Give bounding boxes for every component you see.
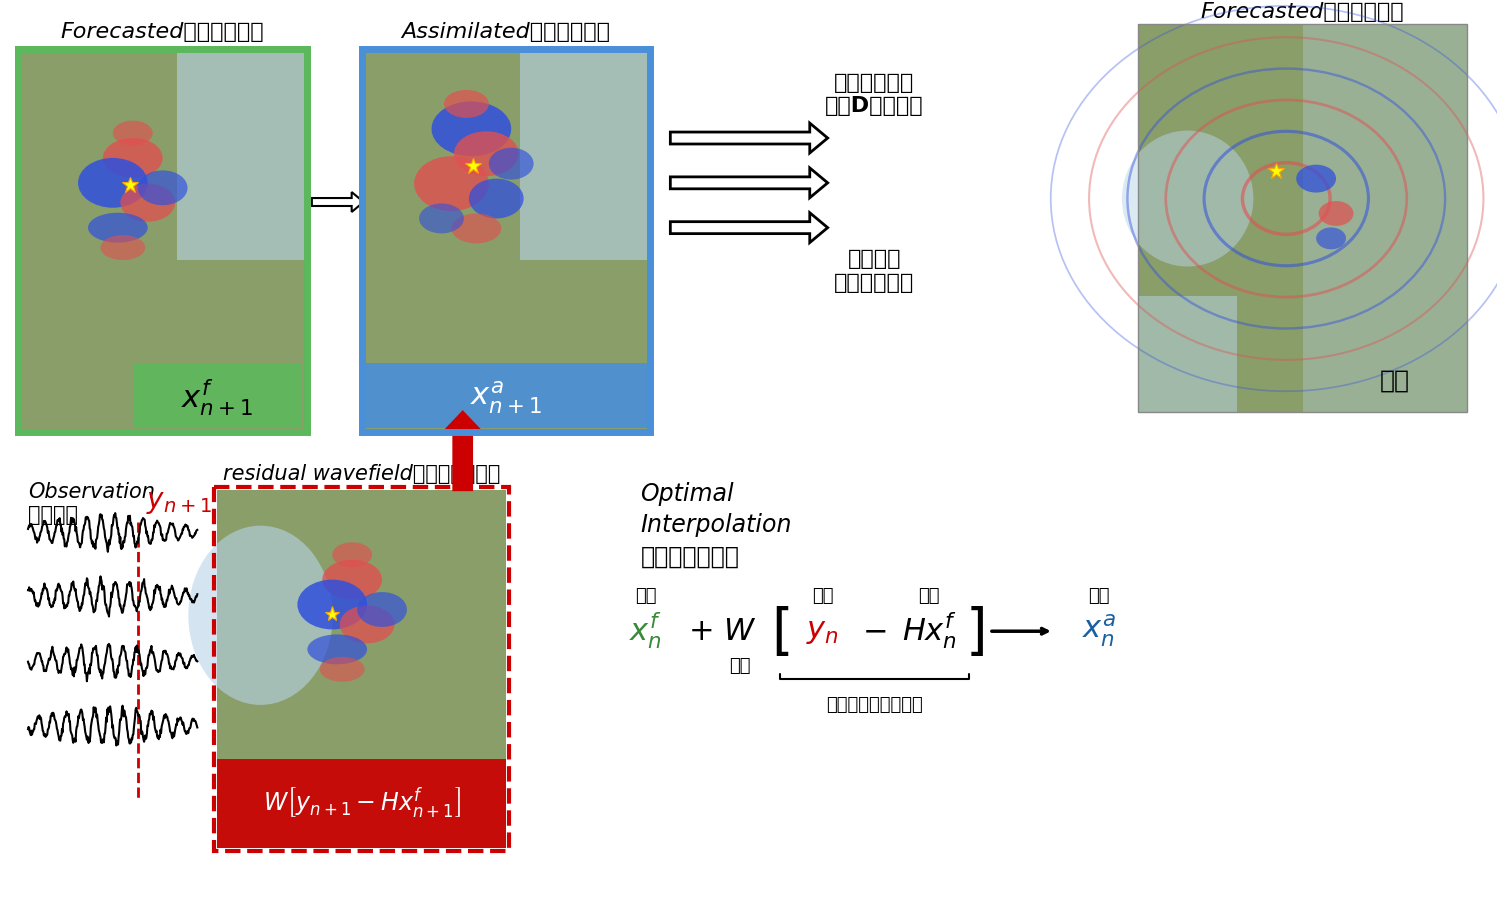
Text: $x^f_{n+1}$: $x^f_{n+1}$ bbox=[182, 377, 254, 418]
Text: Assimilated（同化結果）: Assimilated（同化結果） bbox=[402, 22, 610, 41]
Ellipse shape bbox=[1122, 131, 1254, 266]
FancyArrow shape bbox=[444, 412, 482, 490]
Text: $x^f_n$: $x^f_n$ bbox=[628, 611, 662, 652]
Text: $W\left[y_{n+1} - Hx^f_{n+1}\right]$: $W\left[y_{n+1} - Hx^f_{n+1}\right]$ bbox=[262, 786, 460, 822]
Ellipse shape bbox=[432, 101, 512, 156]
Text: $y_{n+1}$: $y_{n+1}$ bbox=[146, 488, 211, 515]
Text: $]$: $]$ bbox=[964, 606, 984, 660]
Ellipse shape bbox=[1318, 201, 1353, 226]
FancyArrow shape bbox=[670, 213, 828, 242]
Bar bbox=[1138, 24, 1467, 412]
Ellipse shape bbox=[454, 131, 519, 176]
Text: Observation
（観測）: Observation （観測） bbox=[28, 482, 154, 525]
FancyArrow shape bbox=[670, 168, 828, 198]
Text: 残差（観測一予測）: 残差（観測一予測） bbox=[827, 696, 922, 714]
Bar bbox=[18, 49, 307, 432]
Ellipse shape bbox=[120, 183, 176, 221]
Bar bbox=[214, 487, 508, 851]
Bar bbox=[520, 49, 651, 259]
Bar bbox=[1302, 24, 1467, 412]
Bar bbox=[362, 49, 651, 432]
Text: 同化: 同化 bbox=[1088, 587, 1110, 606]
Text: 未来: 未来 bbox=[1380, 369, 1410, 393]
Ellipse shape bbox=[138, 171, 188, 206]
Text: 予測: 予測 bbox=[918, 587, 940, 606]
Ellipse shape bbox=[1316, 228, 1346, 249]
Text: $[$: $[$ bbox=[771, 606, 789, 660]
Text: $-$: $-$ bbox=[862, 617, 886, 645]
Bar bbox=[217, 490, 506, 848]
Ellipse shape bbox=[1296, 165, 1336, 193]
Bar bbox=[18, 49, 307, 432]
Text: $x^a_n$: $x^a_n$ bbox=[1082, 613, 1116, 649]
Bar bbox=[1138, 296, 1238, 412]
Ellipse shape bbox=[470, 179, 524, 219]
FancyArrow shape bbox=[312, 192, 363, 212]
Text: $y_n$: $y_n$ bbox=[806, 617, 838, 645]
Ellipse shape bbox=[88, 213, 147, 242]
Text: Optimal
Interpolation
（最適内挿法）: Optimal Interpolation （最適内挿法） bbox=[640, 482, 792, 569]
Bar bbox=[362, 49, 651, 432]
Ellipse shape bbox=[78, 158, 147, 207]
Text: $W$: $W$ bbox=[723, 617, 756, 645]
Ellipse shape bbox=[332, 542, 372, 567]
Ellipse shape bbox=[444, 90, 489, 118]
Text: Forecasted（予測結果）: Forecasted（予測結果） bbox=[60, 22, 264, 41]
Ellipse shape bbox=[308, 634, 368, 664]
Ellipse shape bbox=[414, 156, 489, 211]
Bar bbox=[177, 49, 308, 259]
Ellipse shape bbox=[489, 148, 534, 180]
Ellipse shape bbox=[189, 526, 333, 705]
Bar bbox=[362, 49, 651, 432]
Ellipse shape bbox=[100, 235, 146, 260]
Ellipse shape bbox=[322, 560, 382, 599]
Text: Forecasted（同化結果）: Forecasted（同化結果） bbox=[1202, 2, 1404, 22]
Bar bbox=[134, 363, 302, 428]
Ellipse shape bbox=[419, 204, 464, 233]
Text: 予測: 予測 bbox=[634, 587, 656, 606]
Ellipse shape bbox=[452, 214, 501, 243]
Text: 波動伝播予測
（３D差分法）: 波動伝播予測 （３D差分法） bbox=[825, 73, 924, 116]
Bar bbox=[18, 49, 307, 432]
Bar bbox=[217, 759, 506, 848]
Text: 観測: 観測 bbox=[812, 587, 834, 606]
Text: 内挿: 内挿 bbox=[729, 657, 752, 675]
Ellipse shape bbox=[320, 656, 364, 681]
Text: 高速計算
（スパコン）: 高速計算 （スパコン） bbox=[834, 250, 915, 292]
Ellipse shape bbox=[357, 592, 407, 627]
Bar bbox=[1138, 24, 1467, 412]
Ellipse shape bbox=[112, 121, 153, 146]
FancyArrow shape bbox=[670, 124, 828, 153]
Text: $x^a_{n+1}$: $x^a_{n+1}$ bbox=[470, 379, 542, 416]
Ellipse shape bbox=[104, 138, 162, 178]
Text: residual wavefield（残差波動場）: residual wavefield（残差波動場） bbox=[224, 464, 501, 484]
Bar bbox=[362, 363, 651, 428]
Ellipse shape bbox=[339, 606, 394, 644]
Ellipse shape bbox=[297, 580, 368, 630]
Text: $+$: $+$ bbox=[688, 617, 712, 645]
Text: $Hx^f_n$: $Hx^f_n$ bbox=[902, 611, 957, 652]
